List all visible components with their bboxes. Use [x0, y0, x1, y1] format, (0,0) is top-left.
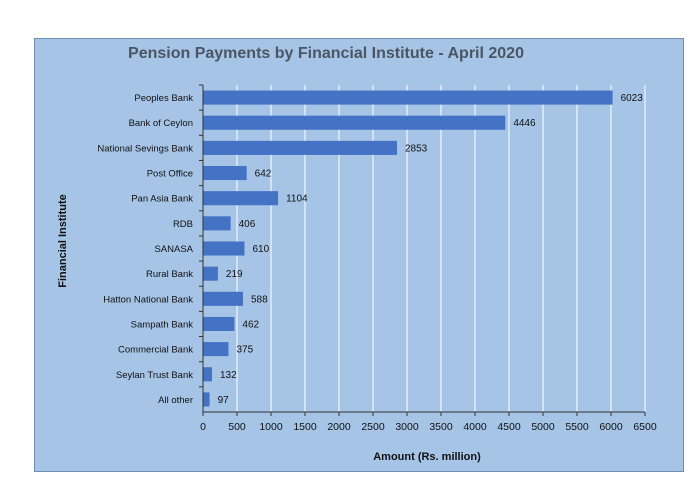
category-label: Post Office — [147, 169, 193, 180]
data-label: 219 — [226, 269, 243, 280]
category-label: National Sevings Bank — [97, 143, 193, 154]
x-tick-label: 6500 — [633, 421, 657, 433]
x-tick-label: 5500 — [565, 421, 589, 433]
data-label: 97 — [218, 395, 230, 406]
y-axis-title: Financial Institute — [57, 194, 69, 288]
data-label: 132 — [220, 370, 237, 381]
x-tick-label: 3000 — [395, 421, 419, 433]
category-label: Seylan Trust Bank — [116, 370, 193, 381]
category-label: Bank of Ceylon — [129, 118, 193, 129]
x-tick-label: 2500 — [361, 421, 385, 433]
category-label: Rural Bank — [146, 269, 193, 280]
bar — [203, 291, 243, 306]
bar — [203, 241, 245, 256]
category-label: Peoples Bank — [134, 93, 193, 104]
bar — [203, 165, 247, 181]
gridlines — [236, 85, 646, 412]
bars — [203, 90, 613, 407]
category-label: Sampath Bank — [131, 319, 194, 330]
data-label: 406 — [239, 219, 256, 230]
data-label: 610 — [252, 244, 269, 255]
data-label: 588 — [251, 294, 268, 305]
data-label: 6023 — [621, 93, 644, 104]
category-label: Commercial Bank — [118, 345, 193, 356]
bar — [203, 342, 229, 357]
x-tick-label: 4000 — [463, 421, 487, 433]
x-tick-label: 3500 — [429, 421, 453, 433]
bar — [203, 392, 210, 407]
category-label: Pan Asia Bank — [131, 194, 193, 205]
data-label: 375 — [237, 345, 254, 356]
x-tick-label: 4500 — [497, 421, 521, 433]
axes — [199, 84, 646, 416]
bar — [203, 191, 279, 206]
data-label: 4446 — [513, 118, 536, 129]
chart-area — [34, 38, 684, 472]
x-tick-label: 6000 — [599, 421, 623, 433]
chart-title: Pension Payments by Financial Institute … — [128, 45, 524, 62]
data-label: 2853 — [405, 143, 428, 154]
bar — [203, 90, 613, 105]
x-tick-label: 2000 — [327, 421, 351, 433]
bar — [203, 266, 218, 281]
x-tick-label: 1000 — [259, 421, 283, 433]
bar — [203, 367, 212, 382]
category-label: All other — [158, 395, 193, 406]
bar — [203, 140, 398, 155]
category-label: Hatton National Bank — [103, 294, 193, 305]
data-label: 1104 — [286, 194, 308, 205]
data-label: 462 — [242, 319, 259, 330]
category-label: RDB — [173, 219, 193, 230]
category-label: SANASA — [154, 244, 193, 255]
x-tick-label: 500 — [228, 421, 246, 433]
bar — [203, 216, 231, 231]
labels: 0 500 1000 1500 2000 2500 3000 3500 4000 4500 5000… — [97, 93, 656, 433]
x-axis-title: Amount (Rs. million) — [373, 451, 481, 463]
bar — [203, 115, 506, 130]
x-tick-label: 5000 — [531, 421, 555, 433]
x-tick-label: 0 — [200, 421, 206, 433]
data-label: 642 — [255, 169, 272, 180]
x-tick-label: 1500 — [293, 421, 317, 433]
bar — [203, 316, 235, 332]
